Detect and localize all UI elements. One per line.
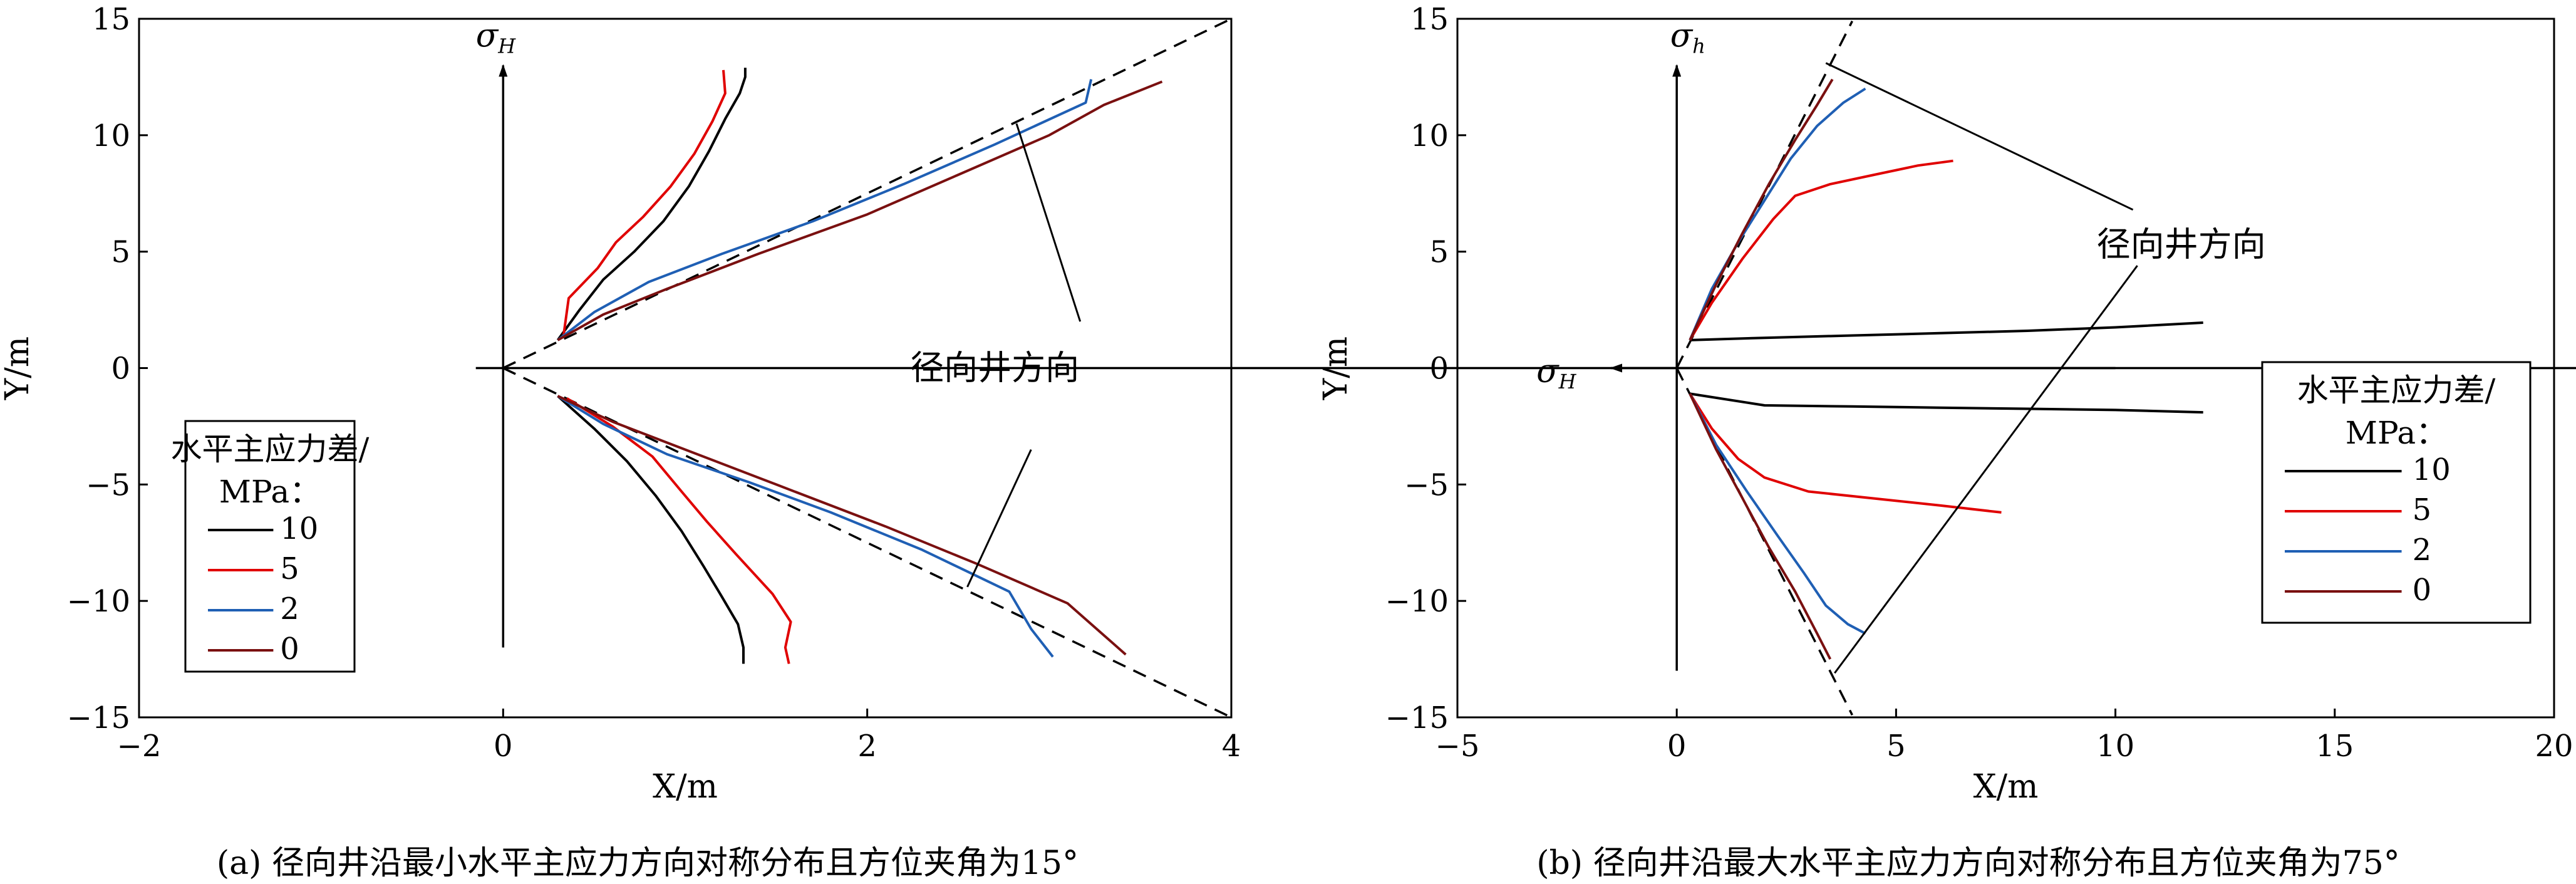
legend-label-0-a: 0 — [280, 632, 299, 667]
x-tick-label-b-2: 5 — [1886, 729, 1906, 764]
series-0-branch-1-b — [1689, 393, 1832, 660]
x-tick-label-a-0: −2 — [117, 729, 162, 764]
legend-label-10-a: 10 — [280, 511, 318, 546]
series-0-branch-0-a — [557, 80, 1163, 341]
legend-b: 水平主应力差/ MPa： 10 5 2 0 — [2261, 361, 2532, 624]
series-5-branch-1-b — [1689, 393, 2002, 514]
y-tick-label-a-6: 15 — [92, 2, 130, 37]
callout-line-a-0 — [1015, 123, 1082, 322]
callout-line-a-1 — [966, 449, 1032, 588]
series-2-branch-1-a — [557, 395, 1054, 658]
reference-dashed-line-b-0 — [1675, 20, 1853, 369]
x-axis-label-b: X/m — [1973, 768, 2039, 806]
y-tick-label-a-5: 10 — [92, 118, 130, 153]
series-2-branch-0-a — [557, 79, 1093, 341]
legend-a: 水平主应力差/ MPa： 10 5 2 0 — [171, 420, 370, 673]
callout-line-b-1 — [1834, 265, 2138, 674]
y-tick-label-b-3: 0 — [1429, 351, 1449, 387]
series-10-branch-0-b — [1690, 321, 2203, 341]
stress-axes-a — [475, 64, 2576, 648]
series-5-branch-0-a — [562, 70, 727, 338]
stress-label-horizontal-b: σH — [1536, 353, 1577, 393]
x-tick-label-a-3: 4 — [1222, 729, 1241, 764]
y-tick-label-b-5: 10 — [1410, 118, 1449, 153]
reference-dashed-line-b-1 — [1675, 367, 1853, 716]
y-tick-label-b-6: 15 — [1410, 2, 1449, 37]
legend-label-5-a: 5 — [280, 551, 299, 586]
x-tick-label-b-0: −5 — [1435, 729, 1480, 764]
reference-lines-b — [1675, 20, 1853, 716]
legend-label-10-b: 10 — [2413, 452, 2451, 487]
legend-label-0-b: 0 — [2413, 573, 2432, 608]
x-tick-label-b-5: 20 — [2535, 729, 2573, 764]
caption-b: (b) 径向井沿最大水平主应力方向对称分布且方位夹角为75° — [1536, 845, 2400, 882]
legend-label-2-a: 2 — [280, 591, 299, 627]
series-5-branch-0-b — [1689, 159, 1953, 341]
legend-title-line1-b: 水平主应力差/ — [2297, 372, 2496, 408]
series-lines-b — [1689, 78, 2203, 660]
y-tick-label-a-3: 0 — [111, 351, 130, 387]
series-10-branch-1-b — [1689, 392, 2203, 414]
y-axis-label-b: Y/m — [1317, 336, 1355, 400]
caption-a: (a) 径向井沿最小水平主应力方向对称分布且方位夹角为15° — [217, 845, 1079, 882]
callouts-b — [1825, 62, 2138, 674]
annotation-radial-well-b: 径向井方向 — [2097, 225, 2266, 264]
stress-axes-b — [1610, 64, 2116, 671]
y-axis-label-a: Y/m — [0, 336, 36, 400]
reference-dashed-line-a-0 — [502, 18, 1232, 370]
legend-label-2-b: 2 — [2413, 533, 2432, 568]
legend-title-line1-a: 水平主应力差/ — [171, 431, 370, 467]
callouts-a — [966, 123, 1082, 588]
y-tick-label-b-4: 5 — [1429, 235, 1449, 270]
y-tick-label-a-0: −15 — [67, 700, 130, 736]
annotation-radial-well-a: 径向井方向 — [910, 348, 1079, 388]
callout-line-b-0 — [1825, 62, 2134, 211]
legend-label-5-b: 5 — [2413, 492, 2432, 528]
legend-title-line2-a: MPa： — [219, 474, 321, 510]
series-lines-a — [556, 68, 1163, 664]
y-tick-label-b-0: −15 — [1385, 700, 1449, 736]
y-tick-label-b-1: −10 — [1385, 584, 1449, 619]
legend-title-line2-b: MPa： — [2346, 415, 2447, 451]
y-tick-label-a-4: 5 — [111, 235, 130, 270]
series-0-branch-1-a — [557, 395, 1127, 656]
x-tick-label-b-3: 10 — [2096, 729, 2134, 764]
series-0-branch-0-b — [1689, 78, 1834, 341]
x-tick-label-a-2: 2 — [857, 729, 877, 764]
series-2-branch-0-b — [1689, 87, 1866, 341]
stress-label-vertical-b: σh — [1670, 18, 1705, 58]
series-10-branch-0-a — [556, 68, 747, 341]
series-2-branch-1-b — [1689, 393, 1866, 635]
x-tick-label-b-1: 0 — [1667, 729, 1687, 764]
y-tick-label-b-2: −5 — [1404, 467, 1449, 502]
series-10-branch-1-a — [557, 395, 745, 664]
legend-box-b — [2261, 361, 2532, 624]
x-tick-label-a-1: 0 — [494, 729, 513, 764]
y-tick-label-a-2: −5 — [86, 467, 130, 502]
x-axis-label-a: X/m — [653, 768, 718, 806]
stress-label-vertical-a: σH — [476, 18, 517, 58]
y-tick-label-a-1: −10 — [67, 584, 130, 619]
x-tick-label-b-4: 15 — [2315, 729, 2354, 764]
series-5-branch-1-a — [566, 397, 792, 664]
legend-box-a — [184, 420, 356, 673]
ticks-a: −2 0 2 4 −15 −10 −5 0 5 10 15 — [67, 2, 1241, 764]
